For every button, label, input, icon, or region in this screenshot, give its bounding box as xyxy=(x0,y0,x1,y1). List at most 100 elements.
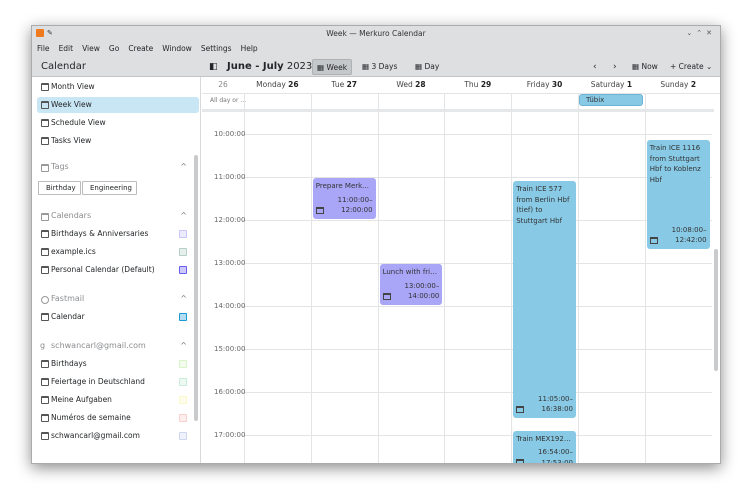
sidebar-item-calendar[interactable]: example.ics xyxy=(37,244,187,260)
tasks-icon xyxy=(41,137,49,145)
menu-file[interactable]: File xyxy=(37,44,50,53)
day-header[interactable]: Wed 28 xyxy=(396,80,426,89)
tag-engineering[interactable]: Engineering xyxy=(82,181,137,195)
chevron-up-icon[interactable]: ^ xyxy=(180,211,187,220)
close-button[interactable]: ✕ xyxy=(706,29,716,37)
sidebar-item-fastmail-calendar[interactable]: Calendar xyxy=(37,309,187,325)
sidebar-item-calendar[interactable]: Birthdays & Anniversaries xyxy=(37,226,187,242)
calendar-icon xyxy=(315,206,324,214)
calendar-event[interactable]: Train ICE 577 from Berlin Hbf (tief) to … xyxy=(513,181,576,418)
tags-section-header[interactable]: Tags ^ xyxy=(37,160,187,174)
color-swatch[interactable] xyxy=(179,396,187,404)
menu-edit[interactable]: Edit xyxy=(58,44,74,53)
time-label: 16:00:00 xyxy=(214,387,246,396)
color-swatch[interactable] xyxy=(179,360,187,368)
calendar-icon xyxy=(41,248,49,256)
calendar-event[interactable]: Lunch with frie... 13:00:00– 14:00:00 xyxy=(379,263,443,305)
event-title: Train ICE 577 from Berlin Hbf (tief) to … xyxy=(516,185,570,225)
calendar-icon xyxy=(41,313,49,321)
week-view-button[interactable]: ▦ Week xyxy=(312,59,353,75)
time-label: 17:00:00 xyxy=(214,430,246,439)
menu-settings[interactable]: Settings xyxy=(200,44,232,53)
next-button[interactable]: › xyxy=(613,62,617,72)
day-button[interactable]: ▦ Day xyxy=(415,62,440,71)
all-day-label: All day or ... xyxy=(210,97,247,104)
now-button[interactable]: ▦ Now xyxy=(632,62,658,71)
calendars-section-header[interactable]: Calendars ^ xyxy=(37,209,187,223)
maximize-button[interactable]: ⌃ xyxy=(696,29,707,37)
color-swatch[interactable] xyxy=(179,432,187,440)
sidebar-item-week-view[interactable]: Week View xyxy=(37,97,199,113)
three-days-button[interactable]: ▦ 3 Days xyxy=(362,62,398,71)
sidebar-item-schedule-view[interactable]: Schedule View xyxy=(37,115,199,131)
event-title: Prepare Merku... xyxy=(315,181,373,190)
menu-help[interactable]: Help xyxy=(240,44,258,53)
day-header[interactable]: Saturday 1 xyxy=(590,80,633,89)
calendar-icon xyxy=(516,405,525,413)
all-day-event[interactable]: Tübix xyxy=(579,94,643,106)
time-label: 14:00:00 xyxy=(214,301,246,310)
sidebar-item-gmail-calendar[interactable]: Feiertage in Deutschland xyxy=(37,374,187,390)
chevron-up-icon[interactable]: ^ xyxy=(180,294,187,303)
menu-window[interactable]: Window xyxy=(162,44,192,53)
color-swatch[interactable] xyxy=(179,313,187,321)
day-header[interactable]: Thu 29 xyxy=(464,80,492,89)
calendar-icon xyxy=(41,101,49,109)
create-button[interactable]: + Create ⌄ xyxy=(670,62,713,71)
color-swatch[interactable] xyxy=(179,378,187,386)
day-header[interactable]: Friday 30 xyxy=(526,80,563,89)
calendar-icon xyxy=(41,414,49,422)
calendar-event[interactable]: Train ICE 1116 from Stuttgart Hbf to Kob… xyxy=(646,140,710,249)
event-time: 16:54:00– 17:53:00 xyxy=(538,448,573,464)
calendar-icon xyxy=(41,266,49,274)
calendar-event[interactable]: Train MEX1923... 16:54:00– 17:53:00 xyxy=(513,431,576,464)
minimize-button[interactable]: ⌄ xyxy=(686,29,697,37)
event-time: 13:00:00– 14:00:00 xyxy=(404,281,440,301)
menu-create[interactable]: Create xyxy=(128,44,154,53)
previous-button[interactable]: ‹ xyxy=(593,62,597,72)
calendar-scrollbar[interactable] xyxy=(714,249,718,371)
calendar-event[interactable]: Prepare Merku... 11:00:00– 12:00:00 xyxy=(312,177,376,219)
sidebar-title: Calendar xyxy=(41,61,86,72)
calendar-icon xyxy=(41,83,49,91)
calendar-icon xyxy=(41,360,49,368)
chevron-up-icon[interactable]: ^ xyxy=(180,162,187,171)
tag-birthday[interactable]: Birthday xyxy=(38,181,81,195)
sidebar-scrollbar[interactable] xyxy=(194,155,198,421)
sidebar-item-tasks-view[interactable]: Tasks View xyxy=(37,133,199,149)
sidebar-item-calendar[interactable]: Personal Calendar (Default) xyxy=(37,262,187,278)
color-swatch[interactable] xyxy=(179,414,187,422)
toolbar: Calendar ◧ June - July 2023 ▦ Week ▦ 3 D… xyxy=(32,57,720,77)
event-title: Lunch with frie... xyxy=(382,267,440,276)
sidebar-item-gmail-calendar[interactable]: Numéros de semaine xyxy=(37,410,187,426)
calendar-icon xyxy=(41,230,49,238)
day-header[interactable]: Sunday 2 xyxy=(660,80,697,89)
calendar-icon xyxy=(649,236,658,244)
app-icon xyxy=(36,29,44,37)
collapse-sidebar-button[interactable]: ◧ xyxy=(209,62,218,72)
sidebar-item-month-view[interactable]: Month View xyxy=(37,79,199,95)
menu-view[interactable]: View xyxy=(82,44,100,53)
sidebar-item-gmail-calendar[interactable]: schwancarl@gmail.com xyxy=(37,428,187,444)
time-label: 11:00:00 xyxy=(214,172,246,181)
color-swatch[interactable] xyxy=(179,230,187,238)
sidebar-item-gmail-calendar[interactable]: Birthdays xyxy=(37,356,187,372)
date-heading: June - July 2023 xyxy=(227,61,313,72)
calendar-icon xyxy=(382,292,391,300)
google-icon: g xyxy=(40,341,46,350)
calendar-icon xyxy=(41,213,49,221)
sidebar-item-gmail-calendar[interactable]: Meine Aufgaben xyxy=(37,392,187,408)
day-header[interactable]: Tue 27 xyxy=(331,80,358,89)
menu-bar: File Edit View Go Create Window Settings Help xyxy=(32,41,720,57)
pin-icon[interactable]: ✎ xyxy=(47,29,53,37)
gmail-section-header[interactable]: g schwancarl@gmail.com ^ xyxy=(37,339,187,353)
menu-go[interactable]: Go xyxy=(108,44,120,53)
fastmail-section-header[interactable]: Fastmail ^ xyxy=(37,292,187,306)
list-icon xyxy=(41,119,49,127)
chevron-up-icon[interactable]: ^ xyxy=(180,341,187,350)
color-swatch[interactable] xyxy=(179,266,187,274)
color-swatch[interactable] xyxy=(179,248,187,256)
title-bar: ✎ Week — Merkuro Calendar ⌄⌃✕ xyxy=(32,26,720,41)
day-header[interactable]: Monday 26 xyxy=(256,80,299,89)
week-view: 26 All day or ... Monday 26 Tue 27 Wed 28 T… xyxy=(202,77,720,464)
